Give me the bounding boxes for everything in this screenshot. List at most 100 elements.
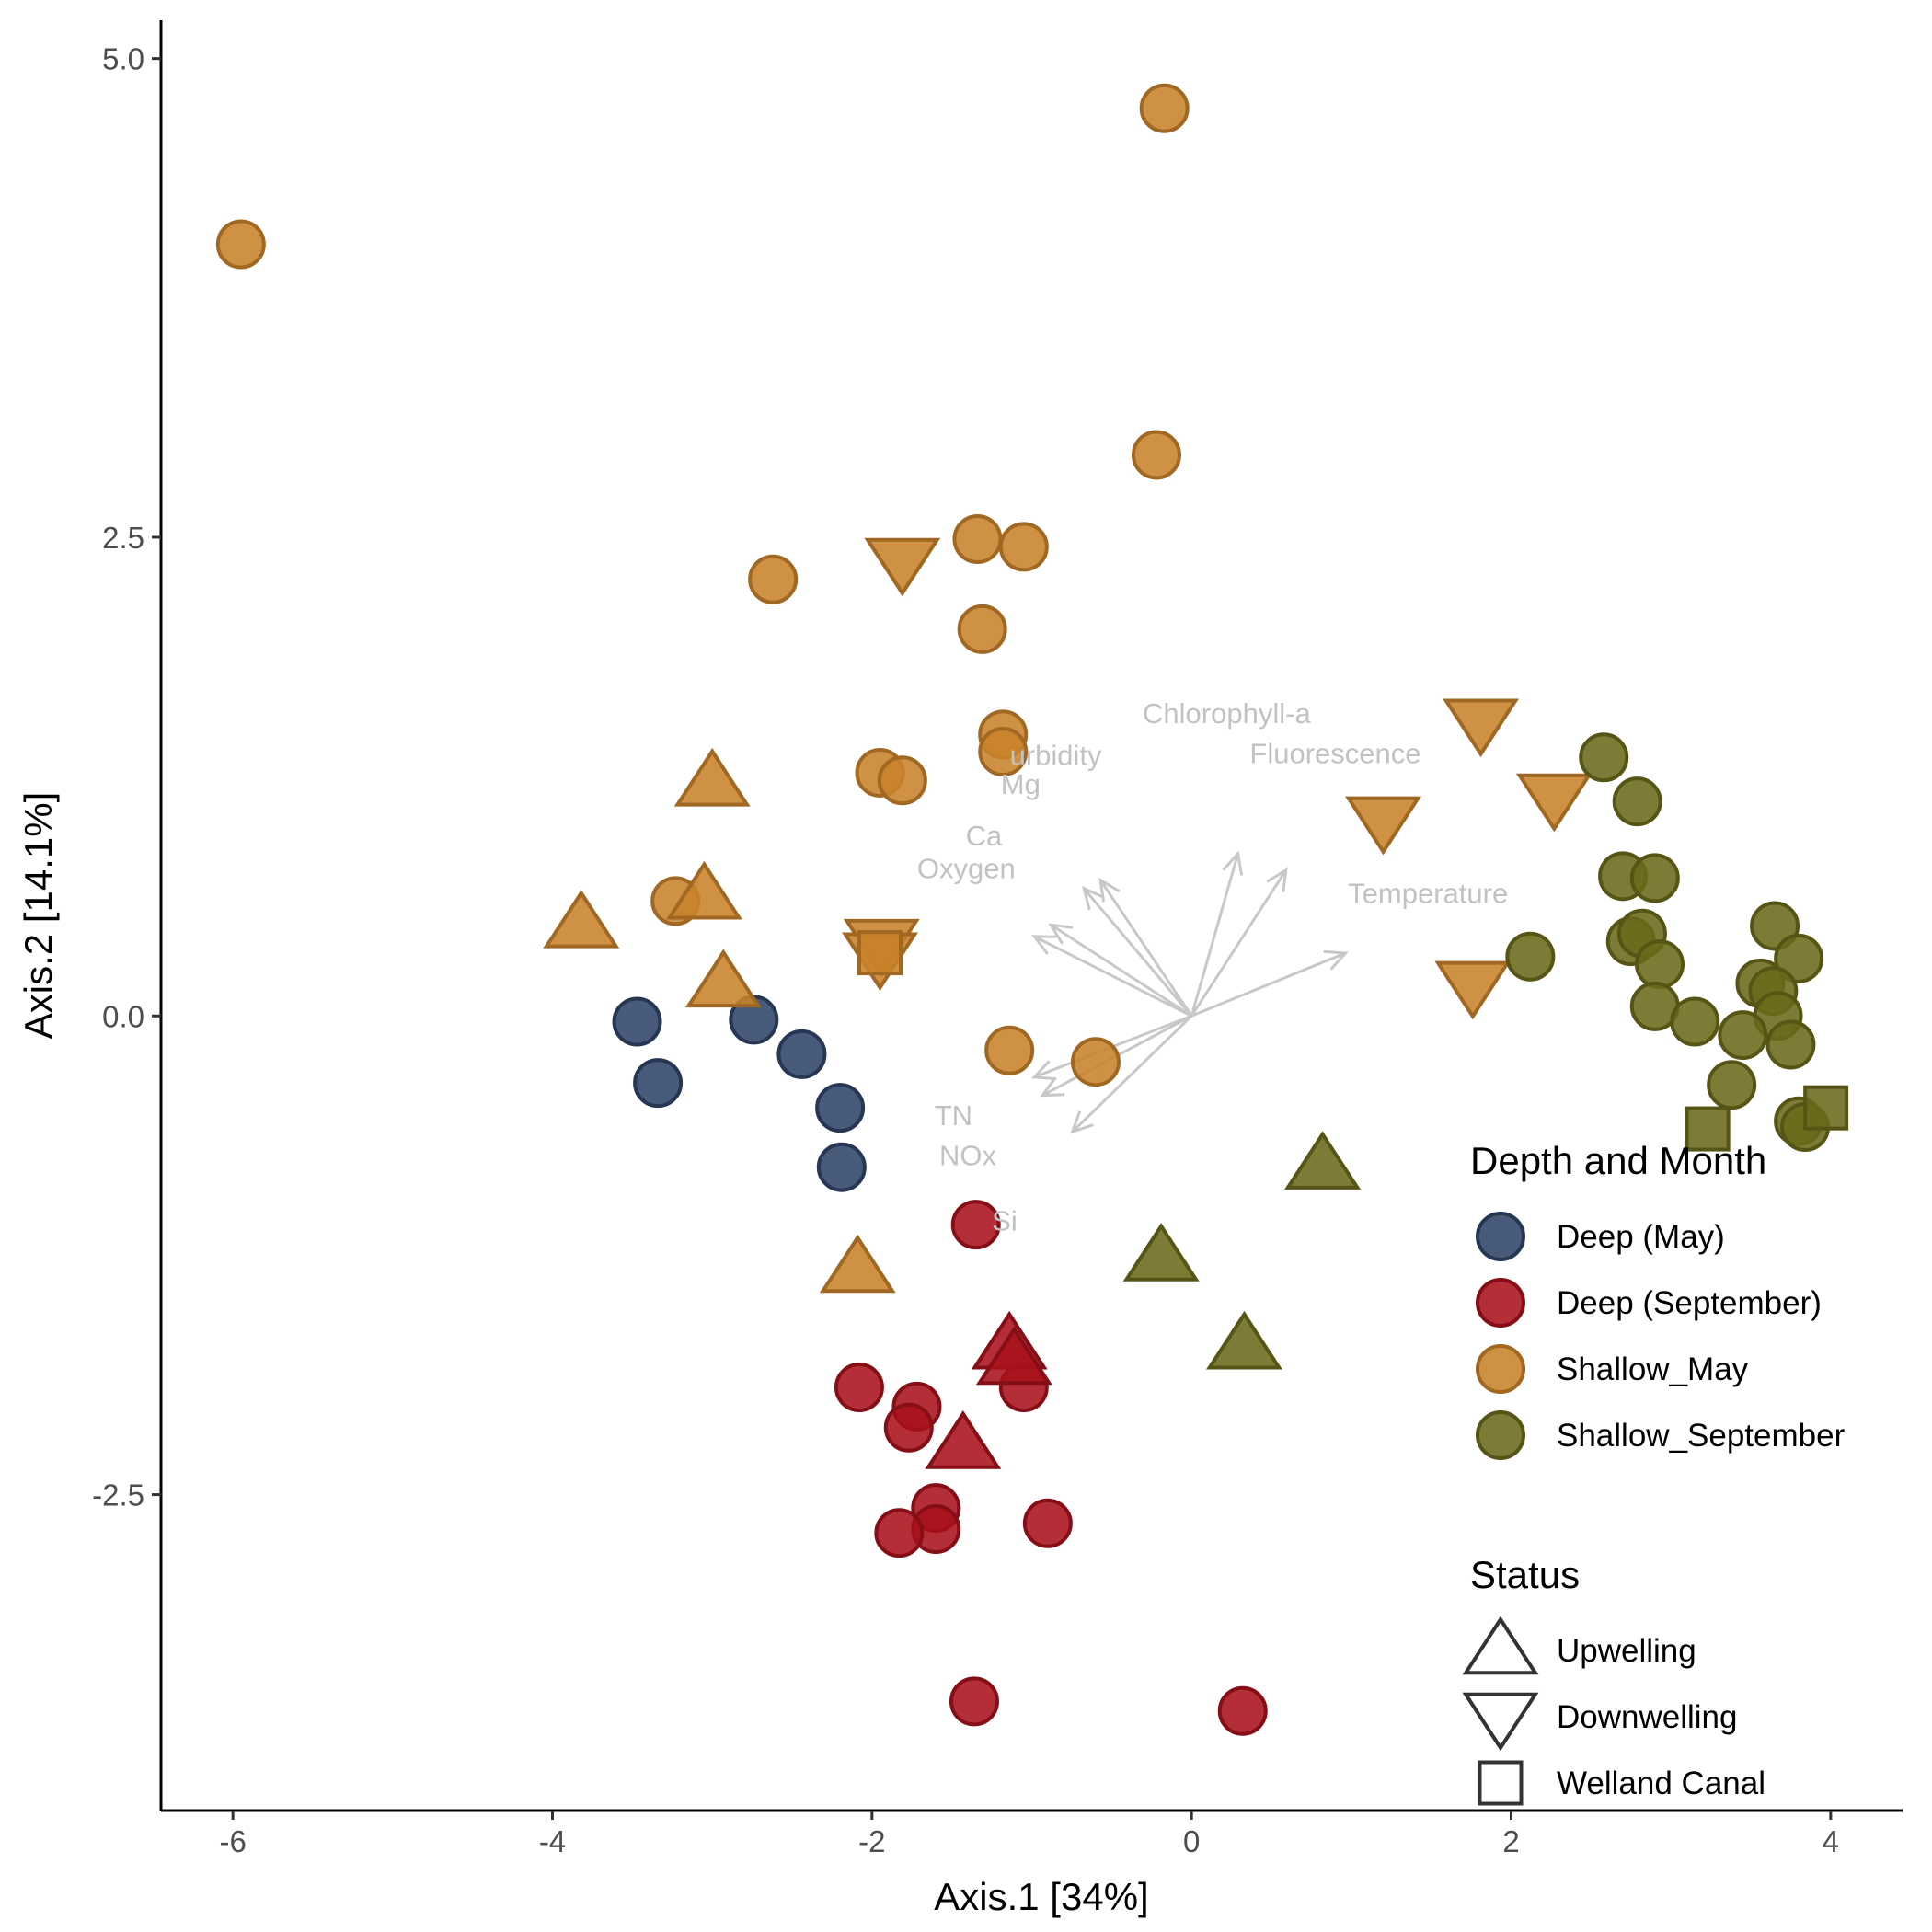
data-point — [1505, 931, 1556, 982]
legend-key — [1476, 1212, 1525, 1261]
data-point — [950, 1200, 1001, 1250]
env-vector-arrow — [1033, 935, 1192, 1018]
data-point — [1515, 773, 1593, 833]
legend: Depth and Month Deep (May) Deep (September… — [1462, 1139, 1846, 1806]
data-point — [665, 860, 742, 920]
env-vector-arrow — [1050, 924, 1192, 1018]
data-point — [1205, 1310, 1282, 1370]
sample-points — [215, 83, 1849, 1736]
env-vector-arrowhead — [1266, 867, 1288, 892]
data-point — [925, 1410, 1002, 1469]
env-vector-label: Chlorophyll-a — [1143, 697, 1311, 730]
x-tick-label: -6 — [219, 1824, 246, 1858]
x-axis-ticks: -6 -4 -2 0 2 4 — [219, 1811, 1839, 1858]
data-point — [1131, 430, 1181, 480]
legend-label: Upwelling — [1557, 1633, 1696, 1669]
data-point — [1443, 698, 1520, 758]
legend-key — [1476, 1410, 1525, 1460]
data-point — [776, 1029, 827, 1079]
data-point — [975, 1326, 1052, 1386]
env-vector-label: NOx — [939, 1140, 997, 1172]
env-vector-labels: Chlorophyll-a Fluorescence Temperature urbi… — [917, 697, 1508, 1237]
data-point — [834, 1363, 884, 1413]
data-point — [1217, 1685, 1268, 1736]
env-vector-label: Fluorescence — [1249, 738, 1420, 770]
legend-label: Deep (May) — [1557, 1219, 1725, 1255]
data-point — [1122, 1223, 1200, 1282]
data-point — [819, 1234, 896, 1294]
legend-title: Status — [1470, 1553, 1580, 1596]
environmental-vectors — [1030, 850, 1349, 1134]
data-point — [543, 889, 620, 949]
y-axis-ticks: -2.5 0.0 2.5 5.0 — [92, 42, 161, 1512]
env-vector-arrowhead — [1031, 935, 1057, 955]
data-point — [673, 747, 751, 807]
legend-label: Shallow_September — [1557, 1418, 1846, 1454]
x-tick-label: -4 — [539, 1824, 566, 1858]
data-point — [874, 1508, 925, 1558]
env-vector-arrowhead — [1040, 1076, 1065, 1098]
data-point — [1434, 960, 1512, 1020]
env-vector-label: Si — [992, 1204, 1018, 1236]
data-point — [1070, 1037, 1121, 1087]
data-point — [857, 930, 903, 976]
data-point — [816, 1142, 867, 1192]
data-point — [998, 522, 1049, 572]
env-vector-arrow — [1190, 853, 1240, 1017]
legend-key — [1476, 1344, 1525, 1394]
data-point — [1139, 83, 1190, 133]
env-vector-arrowhead — [1070, 1110, 1094, 1134]
data-point — [984, 1025, 1035, 1075]
legend-label: Shallow_May — [1557, 1351, 1749, 1387]
env-vector-arrowhead — [1048, 923, 1074, 945]
x-tick-label: -2 — [858, 1824, 885, 1858]
env-vector-label: Mg — [1001, 768, 1041, 800]
data-point — [1629, 853, 1680, 903]
env-vector-label: Temperature — [1348, 877, 1508, 909]
data-point — [815, 1083, 866, 1133]
env-vector-arrow — [1083, 887, 1193, 1018]
env-vector-arrowhead — [1081, 886, 1105, 911]
env-vector-arrow — [1098, 879, 1193, 1018]
legend-label: Downwelling — [1557, 1699, 1737, 1735]
data-point — [1774, 933, 1824, 983]
x-axis-title: Axis.1 [34%] — [934, 1875, 1148, 1918]
env-vector-label: Oxygen — [917, 852, 1016, 884]
data-point — [1685, 1106, 1731, 1152]
env-vector-arrow — [1190, 869, 1288, 1018]
env-vector-arrowhead — [1030, 1060, 1057, 1081]
x-tick-label: 2 — [1502, 1824, 1519, 1858]
data-point — [1635, 939, 1685, 990]
data-point — [1284, 1131, 1362, 1190]
legend-key — [1476, 1278, 1525, 1328]
data-point — [1718, 1010, 1768, 1061]
y-tick-label: 0.0 — [102, 999, 144, 1033]
data-point — [684, 949, 762, 1008]
data-point — [1670, 996, 1720, 1047]
data-point — [1707, 1060, 1757, 1110]
data-point — [1765, 1019, 1816, 1070]
data-point — [612, 996, 662, 1047]
y-tick-label: 5.0 — [102, 42, 144, 76]
env-vector-label: urbidity — [1010, 740, 1102, 772]
data-point — [1345, 796, 1422, 856]
data-point — [633, 1058, 684, 1109]
data-point — [883, 1402, 934, 1453]
env-vector-label: Ca — [966, 820, 1003, 852]
legend-label: Welland Canal — [1557, 1765, 1765, 1801]
env-vector-arrowhead — [1222, 850, 1244, 876]
y-tick-label: -2.5 — [92, 1478, 144, 1512]
legend-title: Depth and Month — [1470, 1139, 1766, 1182]
data-point — [1579, 732, 1629, 783]
data-point — [957, 604, 1007, 654]
data-point — [978, 727, 1029, 777]
data-point — [1803, 1085, 1849, 1131]
env-vector-arrow — [1071, 1015, 1193, 1133]
env-vector-arrow — [1190, 951, 1347, 1018]
env-vector-arrowhead — [1323, 949, 1349, 971]
x-tick-label: 0 — [1183, 1824, 1200, 1858]
env-vector-label: TN — [935, 1099, 972, 1132]
y-axis-title: Axis.2 [14.1%] — [17, 792, 60, 1039]
axes: -6 -4 -2 0 2 4 -2.5 0.0 2.5 5.0 Axis.1 [34%] Axi… — [17, 20, 1903, 1918]
